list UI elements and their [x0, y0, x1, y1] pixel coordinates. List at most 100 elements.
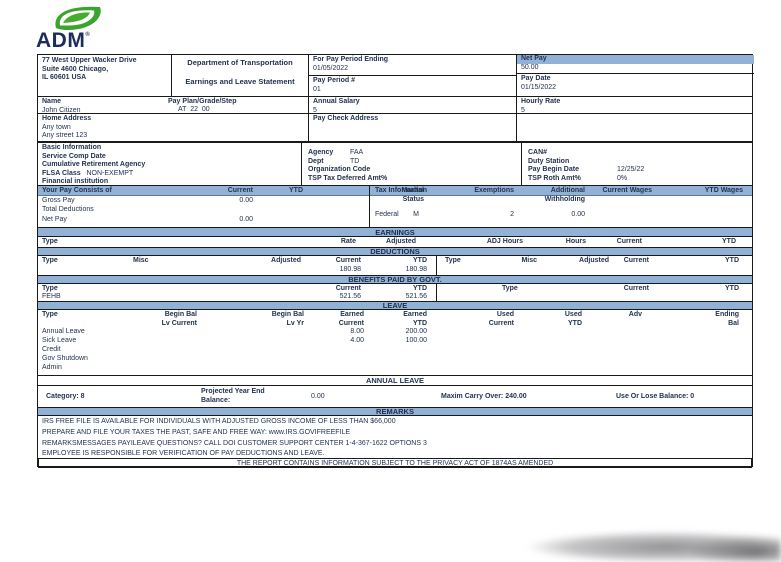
agency-label: Agency [308, 149, 334, 156]
leave-row-type: Sick Leave [42, 337, 77, 344]
remarks-line: PREPARE AND FILE YOUR TAXES THE PAST, SA… [42, 429, 351, 436]
deductions-right-col-ytd: YTD [725, 257, 739, 264]
leave-row-type: Gov Shutdown [42, 355, 88, 362]
tax-row-exemptions: 2 [510, 211, 514, 218]
earnings-header-row: Type Rate Adjusted ADJ Hours Hours Curre… [38, 237, 752, 247]
net-pay-row-label: Net Pay [42, 216, 67, 223]
deductions-right-col-current: Current [623, 257, 649, 264]
pay-summary-col-current: Current [227, 187, 253, 194]
header-row: 77 West Upper Wacker Drive Suite 4600 Ch… [38, 55, 754, 96]
name-label: Name [42, 98, 62, 105]
annual-leave-projected-label: Projected Year End Balance: [201, 388, 265, 404]
pay-plan-label: Pay Plan/Grade/Step [168, 98, 237, 105]
address-line: 77 West Upper Wacker Drive [42, 57, 137, 64]
leave-row-earned-ytd: 100.00 [405, 337, 427, 344]
scan-smudge [478, 529, 781, 562]
net-pay-block: Net Pay 50.00 Pay Date 01/15/2022 [516, 55, 754, 96]
tax-col-marital: Marital Status [401, 187, 424, 203]
leave-row-type: Annual Leave [42, 328, 85, 335]
leave-header-row: Type Begin Bal Lv Current Begin Bal Lv Y… [38, 310, 752, 327]
privacy-footer: THE REPORT CONTAINS INFORMATION SUBJECT … [38, 458, 752, 468]
basic-info-middle: Agency FAA Dept TD Organization Code TSP T… [301, 143, 521, 185]
deductions-section-bar: DEDUCTIONS [38, 247, 752, 256]
home-address-line: Any street 123 [42, 132, 88, 139]
leave-body: Annual Leave 8.00 200.00 Sick Leave 4.00… [38, 327, 752, 375]
deductions-left-col-ytd: YTD [413, 257, 427, 264]
financial-institution-label: Financial institution [42, 178, 109, 185]
pay-date-value: 01/15/2022 [521, 83, 557, 91]
org-code-label: Organization Code [308, 166, 371, 173]
tsp-roth-label: TSP Roth Amt% [528, 174, 581, 182]
adm-logo-text: ADM® [36, 29, 91, 52]
remarks-body: IRS FREE FILE IS AVAILABLE FOR INDIVIDUA… [38, 416, 752, 458]
pay-begin-label: Pay Begin Date [528, 166, 579, 173]
leave-row-type: Admin [42, 364, 62, 371]
hourly-rate-label: Hourly Rate [521, 98, 561, 105]
annual-salary-label: Annual Salary [313, 98, 360, 105]
earnings-col-hours: Hours [565, 238, 586, 245]
benefits-row-type: FEHB [42, 293, 61, 300]
benefits-row-current: 521.56 [339, 293, 361, 300]
annual-leave-category: Category: 8 [46, 393, 85, 400]
home-address-label: Home Address [42, 115, 92, 122]
name-row: Name John Citizen Pay Plan/Grade/Step AT… [38, 96, 752, 114]
tax-col-ytd-wages: YTD Wages [704, 187, 743, 194]
deductions-right-col-misc: Misc [521, 257, 537, 264]
leave-col-earned-ytd: Earned YTD [403, 311, 427, 327]
benefits-left-col-current: Current [335, 285, 361, 292]
pay-summary-title: Your Pay Consists of [42, 187, 112, 194]
benefits-body: Type Current YTD FEHB 521.56 521.56 Type… [38, 284, 752, 301]
pay-check-address-block: Pay Check Address [308, 114, 516, 141]
adm-leaf-icon [55, 6, 101, 30]
leave-col-earned-current: Earned Current [338, 311, 364, 327]
tsp-tax-label: TSP Tax Deferred Amt% [308, 174, 388, 182]
tax-row-additional: 0.00 [571, 211, 585, 218]
registered-mark: ® [85, 32, 91, 38]
pay-summary-header-band [38, 186, 752, 196]
pay-period-value: 01 [313, 85, 321, 93]
tax-info-title: Tax Information [375, 187, 427, 194]
deductions-left-col-current: Current [335, 257, 361, 264]
earnings-col-rate: Rate [340, 238, 356, 245]
deductions-right-half: Type Misc Adjusted Current YTD [436, 256, 755, 275]
remarks-line: REMARKSMESSAGES PAYILEAVE QUESTIONS? CAL… [42, 440, 427, 447]
benefits-right-col-current: Current [623, 285, 649, 292]
name-block: Name John Citizen Pay Plan/Grade/Step AT… [38, 97, 308, 114]
pay-check-address-label: Pay Check Address [313, 115, 379, 122]
address-line: Suite 4600 Chicago, [42, 65, 109, 73]
address-line: IL 60601 USA [42, 74, 87, 81]
annual-leave-max-carry-over: Maxim Carry Over: 240.00 [441, 393, 527, 400]
earnings-section-bar: EARNINGS [38, 227, 752, 237]
annual-salary-block: Annual Salary 5 [308, 97, 516, 114]
earnings-col-ytd: YTD [722, 238, 736, 245]
annual-leave-use-or-lose: Use Or Lose Balance: 0 [616, 393, 695, 400]
flsa-label: FLSA Class [42, 169, 81, 177]
home-address-row: Home Address Any town Any street 123 Pay… [38, 113, 752, 141]
benefits-left-col-type: Type [42, 285, 58, 292]
hourly-rate-value: 5 [521, 106, 525, 114]
gross-pay-current: 0.00 [239, 197, 253, 204]
home-address-line: Any town [42, 123, 71, 131]
for-pay-period-ending-value: 01/05/2022 [313, 64, 349, 72]
deductions-left-col-adjusted: Adjusted [271, 257, 301, 264]
tax-info-block: Tax Information Marital Status Exemption… [369, 186, 755, 227]
annual-salary-value: 5 [313, 106, 317, 114]
remarks-section-bar: REMARKS [38, 407, 752, 416]
leave-col-adv: Adv [628, 311, 642, 318]
annual-leave-section-bar: ANNUAL LEAVE [38, 375, 752, 386]
cumulative-retirement-label: Cumulative Retirement Agency [42, 161, 146, 168]
dept-value: TD [350, 157, 360, 165]
service-comp-date-label: Service Comp Date [42, 152, 106, 160]
remarks-line: IRS FREE FILE IS AVAILABLE FOR INDIVIDUA… [42, 418, 396, 425]
deductions-left-col-type: Type [42, 257, 58, 264]
annual-leave-body: Category: 8 Projected Year End Balance: … [38, 386, 752, 407]
earnings-col-adjusted: Adjusted [386, 238, 416, 245]
home-address-block: Home Address Any town Any street 123 [38, 114, 308, 141]
benefits-right-col-type: Type [502, 285, 518, 292]
benefits-left-col-ytd: YTD [413, 285, 427, 292]
benefits-row-ytd: 521.56 [405, 293, 427, 300]
deductions-value-ytd: 180.98 [405, 266, 427, 273]
earnings-col-current: Current [616, 238, 642, 245]
leave-col-used-current: Used Current [488, 311, 514, 327]
